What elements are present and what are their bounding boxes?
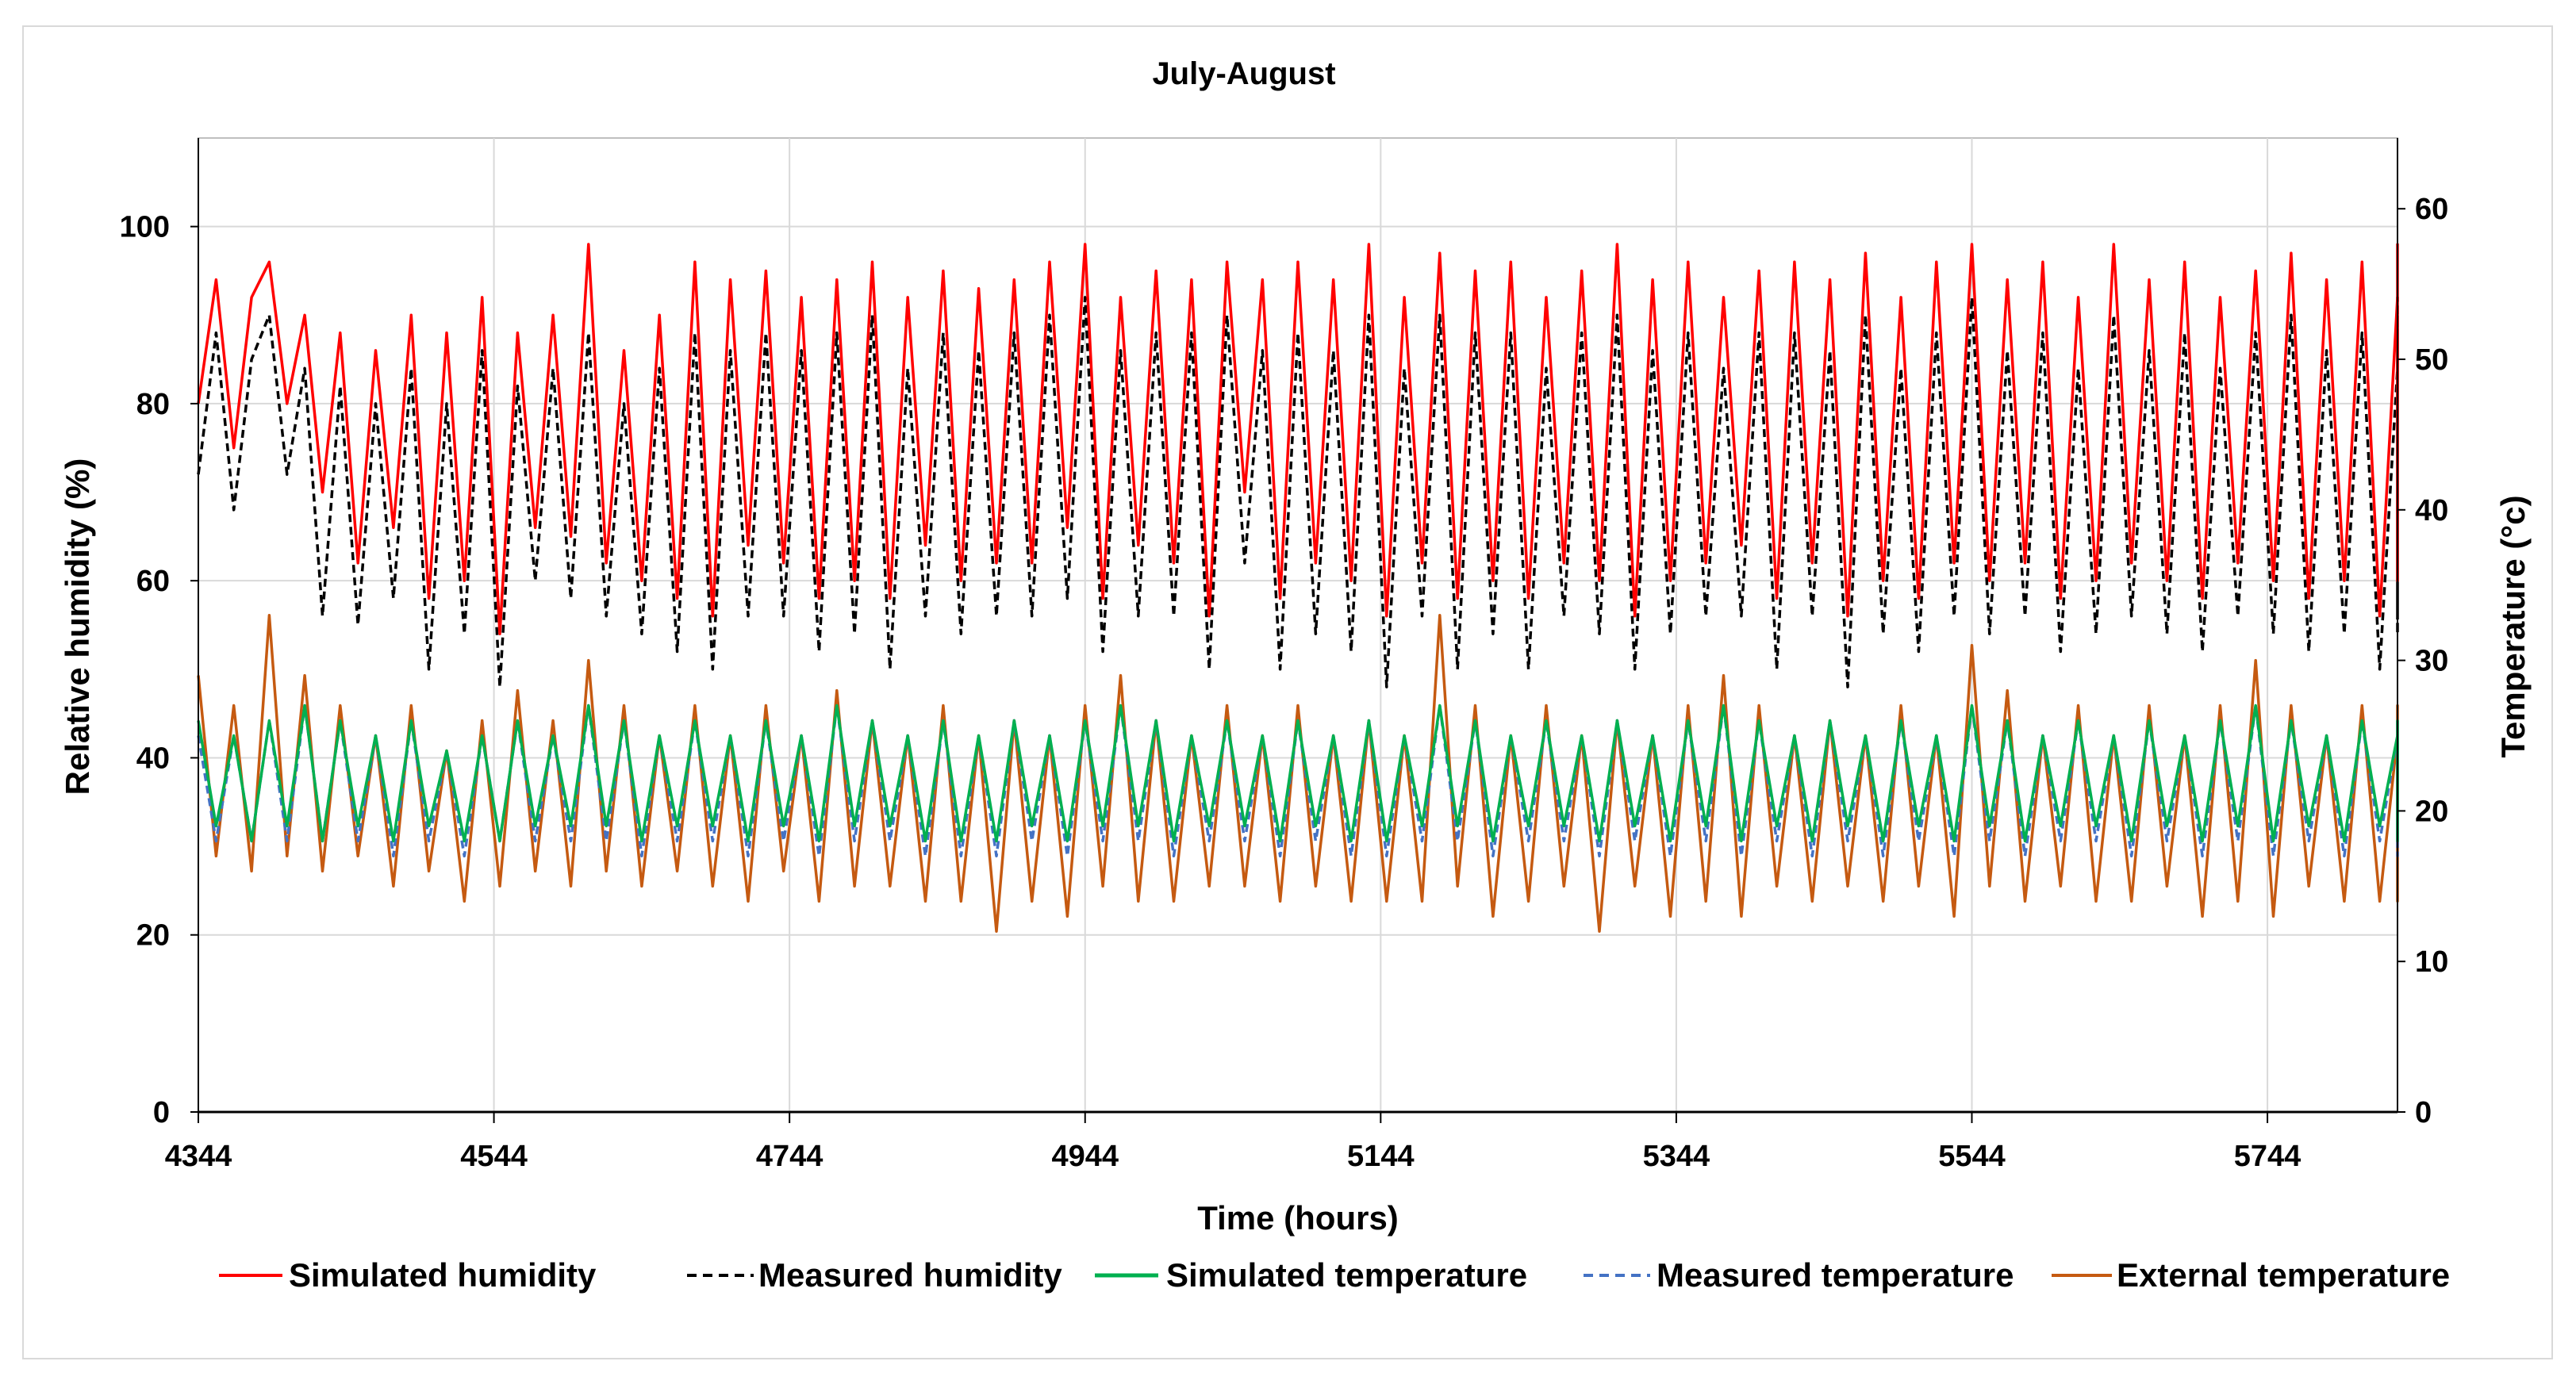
legend-label-simulated-humidity: Simulated humidity (289, 1256, 597, 1294)
series-line-simulated-humidity (197, 243, 2399, 635)
y-right-tick-label: 60 (2415, 193, 2448, 226)
series-line-simulated-temperature (197, 704, 2399, 843)
x-tick-label: 4744 (756, 1140, 823, 1173)
x-axis-label: Time (hours) (1197, 1199, 1399, 1237)
y-right-tick-label: 20 (2415, 795, 2448, 828)
series-line-measured-humidity (197, 296, 2399, 688)
legend-label-external-temperature: External temperature (2117, 1256, 2450, 1294)
y-right-tick-label: 0 (2415, 1096, 2432, 1129)
legend-label-measured-humidity: Measured humidity (758, 1256, 1062, 1294)
y-left-tick-label: 60 (136, 565, 170, 598)
x-tick-label: 5544 (1938, 1140, 2006, 1173)
ticks: 0 20 40 60 80 100 0 10 20 30 40 50 60 4344 4544 4744 494… (120, 193, 2449, 1173)
y-right-axis-label: Temperature (°c) (2494, 495, 2532, 757)
legend: Simulated humidity Measured humidity Sim… (219, 1256, 2450, 1294)
gridlines (198, 138, 2397, 1112)
series-line-external-temperature (197, 613, 2399, 933)
y-right-tick-label: 50 (2415, 343, 2448, 377)
y-left-tick-label: 80 (136, 388, 170, 421)
x-tick-label: 4944 (1051, 1140, 1119, 1173)
x-tick-label: 5144 (1347, 1140, 1415, 1173)
legend-label-measured-temperature: Measured temperature (1657, 1256, 2014, 1294)
chart-title: July-August (1152, 56, 1335, 91)
y-left-tick-label: 40 (136, 742, 170, 775)
y-left-tick-label: 100 (120, 211, 170, 244)
x-tick-label: 5744 (2234, 1140, 2302, 1173)
y-left-tick-label: 0 (153, 1096, 170, 1129)
y-right-tick-label: 10 (2415, 945, 2448, 979)
legend-label-simulated-temperature: Simulated temperature (1166, 1256, 1527, 1294)
y-right-tick-label: 40 (2415, 494, 2448, 527)
series-group (197, 243, 2399, 933)
x-tick-label: 4544 (460, 1140, 528, 1173)
y-right-tick-label: 30 (2415, 645, 2448, 678)
plot-area (198, 137, 2398, 1113)
y-left-tick-label: 20 (136, 919, 170, 953)
x-tick-label: 4344 (165, 1140, 232, 1173)
x-tick-label: 5344 (1643, 1140, 1710, 1173)
y-left-axis-label: Relative humidity (%) (59, 458, 96, 796)
